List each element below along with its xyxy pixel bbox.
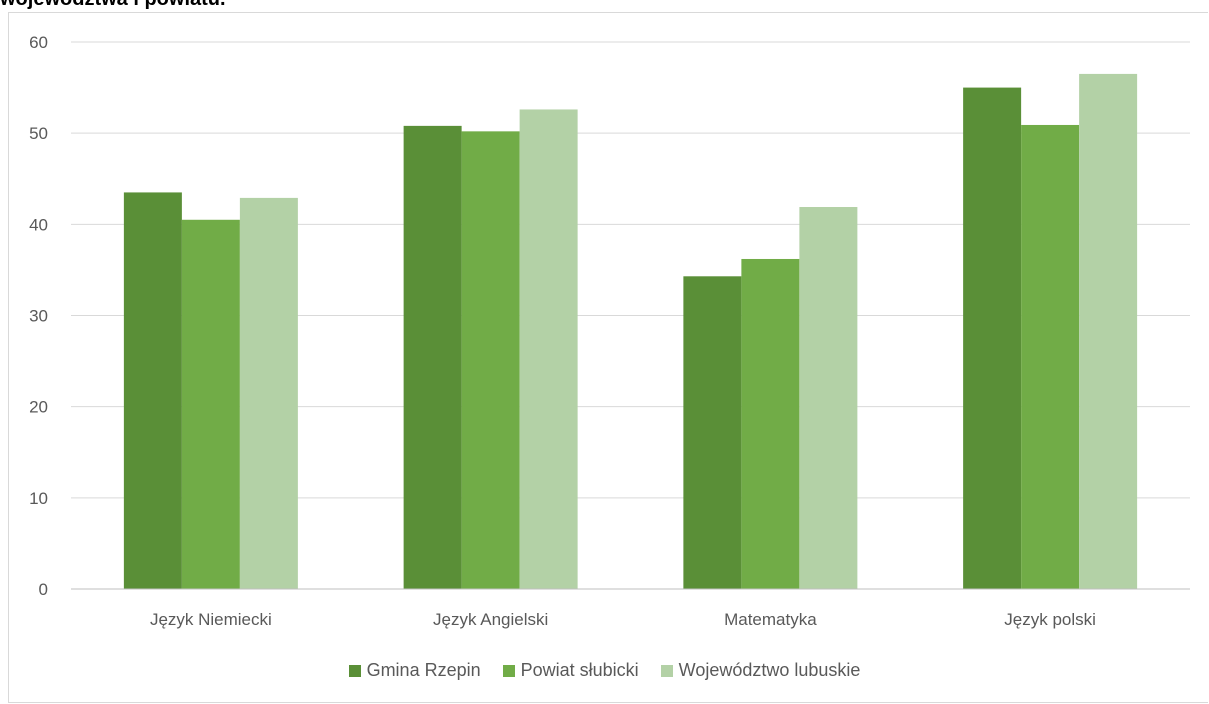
legend-label: Powiat słubicki bbox=[520, 660, 639, 680]
bar-gmina-rzepin bbox=[403, 125, 462, 589]
legend-label: Województwo lubuskie bbox=[678, 660, 861, 680]
legend-item: Województwo lubuskie bbox=[660, 660, 861, 681]
bar-gmina-rzepin bbox=[683, 276, 742, 589]
legend-item: Gmina Rzepin bbox=[348, 660, 481, 681]
bar-województwo-lubuskie bbox=[239, 197, 298, 589]
bar-powiat-słubicki bbox=[1021, 124, 1080, 589]
y-tick-label: 30 bbox=[29, 307, 48, 326]
chart-title: województwa i powiatu. bbox=[0, 0, 226, 11]
chart-frame bbox=[8, 12, 1208, 703]
y-tick-label: 40 bbox=[29, 215, 48, 234]
x-tick-label: Język polski bbox=[1004, 610, 1096, 629]
legend-swatch bbox=[348, 664, 361, 677]
bar-województwo-lubuskie bbox=[1079, 73, 1138, 590]
legend-swatch bbox=[502, 664, 515, 677]
x-tick-label: Matematyka bbox=[724, 610, 817, 629]
legend-item: Powiat słubicki bbox=[502, 660, 639, 681]
chart-legend: Gmina Rzepin Powiat słubicki Województwo l… bbox=[0, 660, 1209, 681]
y-tick-label: 60 bbox=[29, 33, 48, 52]
bar-powiat-słubicki bbox=[461, 131, 520, 590]
x-tick-label: Język Angielski bbox=[433, 610, 548, 629]
bar-gmina-rzepin bbox=[963, 87, 1022, 589]
bar-województwo-lubuskie bbox=[519, 109, 578, 590]
y-tick-label: 20 bbox=[29, 398, 48, 417]
y-tick-label: 0 bbox=[39, 580, 48, 599]
bar-gmina-rzepin bbox=[123, 192, 182, 590]
legend-swatch bbox=[660, 664, 673, 677]
x-tick-label: Język Niemiecki bbox=[150, 610, 272, 629]
y-tick-label: 50 bbox=[29, 124, 48, 143]
legend-label: Gmina Rzepin bbox=[366, 660, 481, 680]
y-tick-label: 10 bbox=[29, 489, 48, 508]
bar-województwo-lubuskie bbox=[799, 207, 858, 590]
bar-powiat-słubicki bbox=[741, 258, 800, 589]
bar-powiat-słubicki bbox=[181, 219, 240, 589]
